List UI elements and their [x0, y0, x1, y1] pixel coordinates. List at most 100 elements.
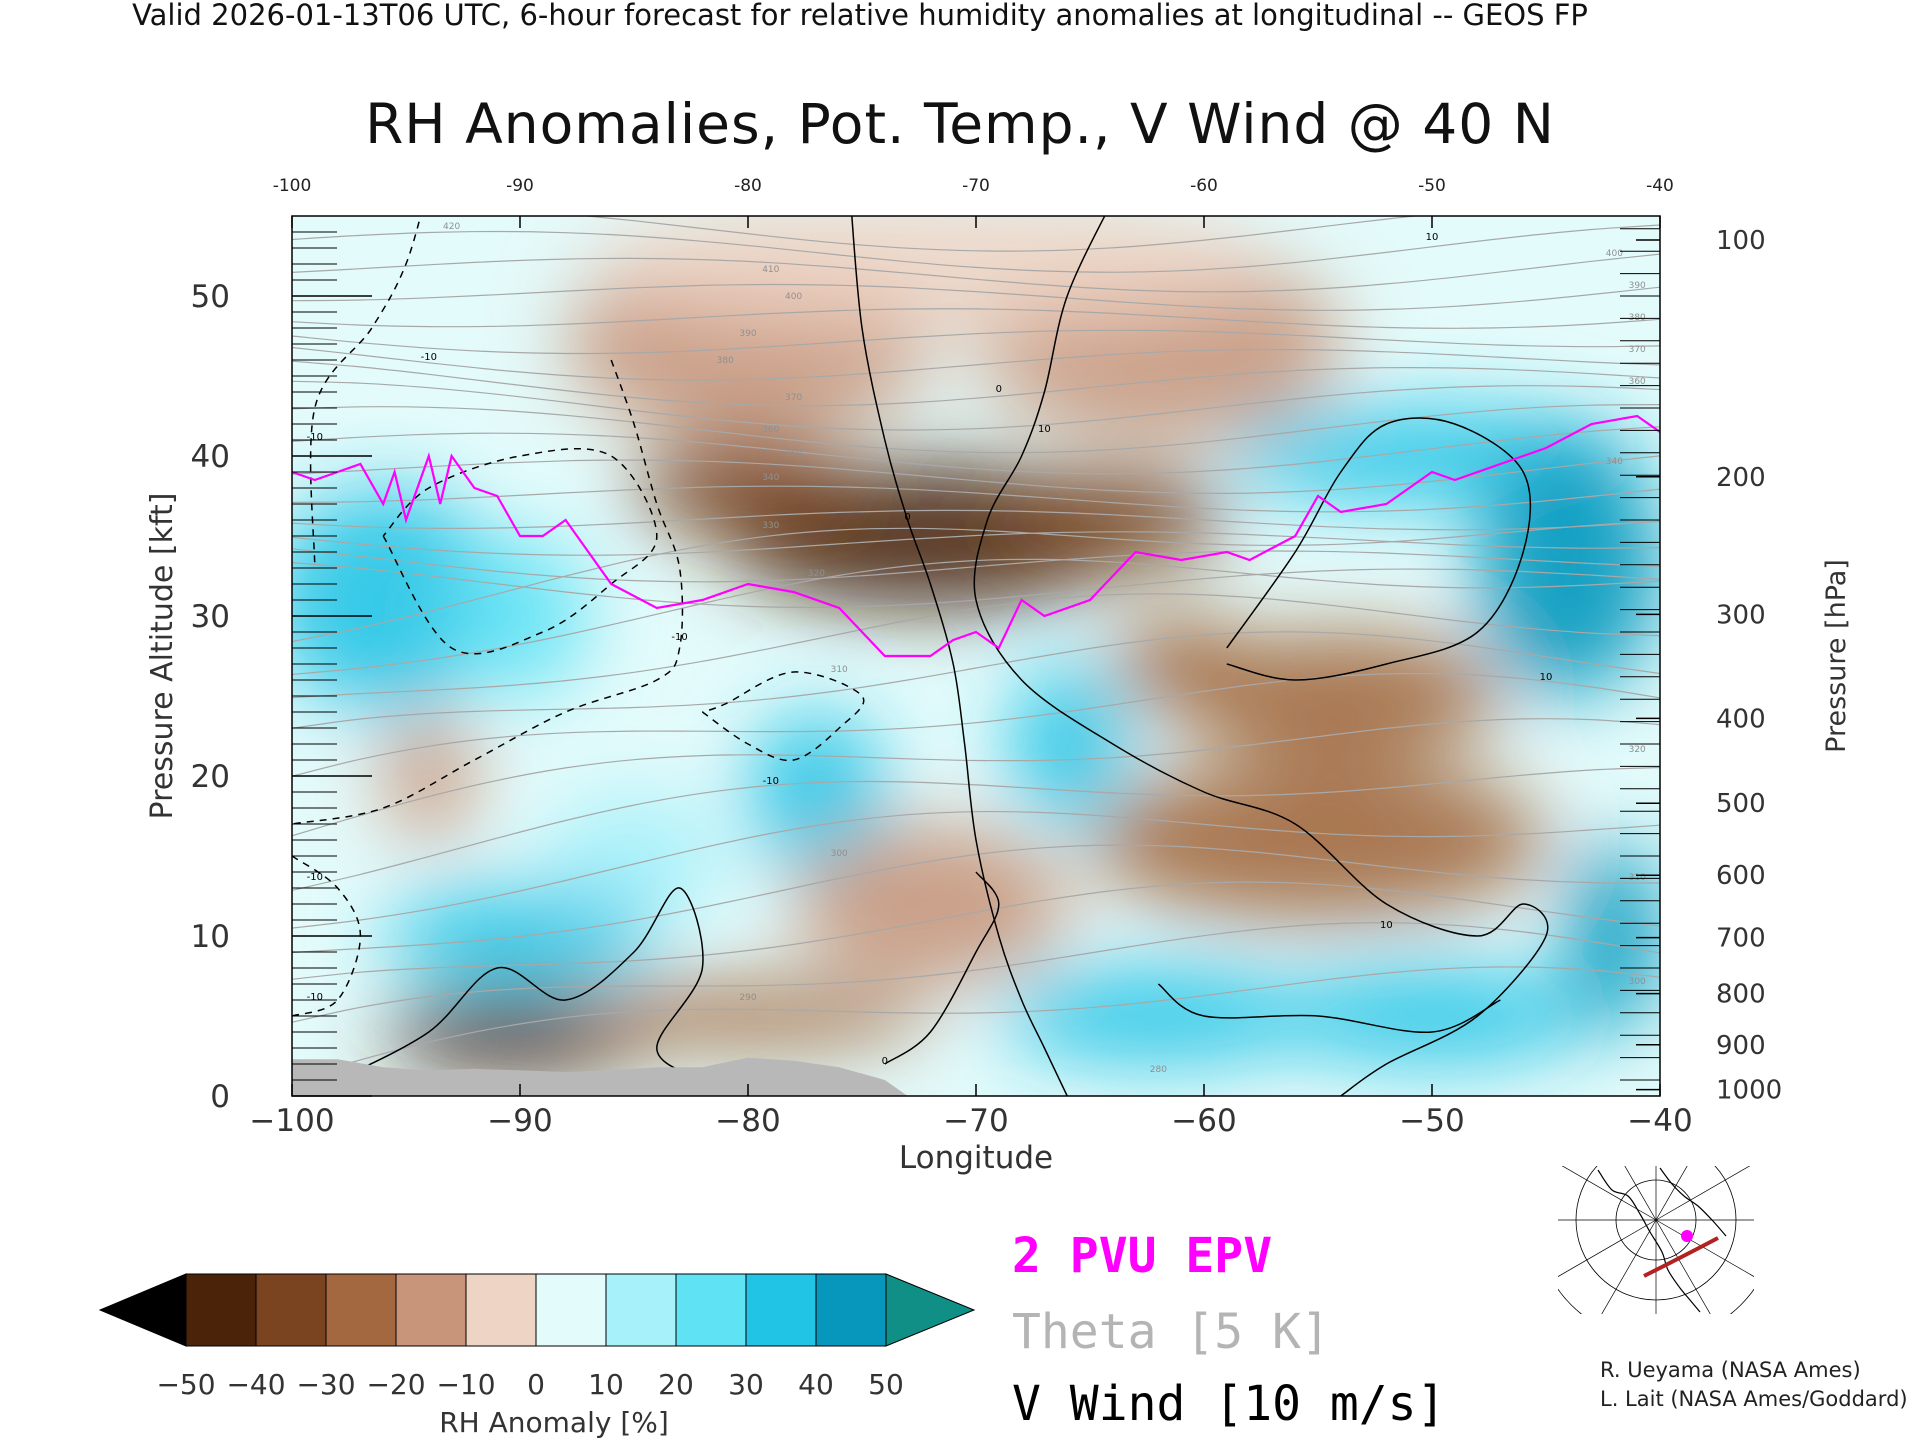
- colorbar: RH Anomaly [%] −50 −40 −30 −20 −10 0 10 20 30 40 5…: [98, 1273, 976, 1439]
- vwind-label: 10: [1038, 424, 1051, 435]
- vwind-label: -10: [421, 352, 437, 363]
- theta-label: 290: [739, 993, 756, 1003]
- x-tick-top: -40: [1646, 176, 1674, 196]
- theta-isentrope: [292, 308, 1660, 329]
- vwind-contour-line: [1157, 983, 1501, 1034]
- vwind-contour-line: [851, 216, 1068, 1096]
- theta-label: 360: [1629, 377, 1646, 387]
- x-tick-top: -60: [1190, 176, 1218, 196]
- colorbar-bin: [395, 1273, 467, 1347]
- vwind-label: 0: [904, 512, 910, 523]
- theta-label: 400: [785, 292, 802, 302]
- map-meridian: [1655, 1166, 1751, 1221]
- inset-locator-map: [1558, 1166, 1754, 1314]
- pressure-tick-label: 100: [1716, 226, 1766, 256]
- colorbar-bin: [325, 1273, 397, 1347]
- map-coastline: [1597, 1169, 1701, 1313]
- pressure-tick-label: 200: [1716, 463, 1766, 493]
- theta-label: 360: [762, 425, 779, 435]
- map-meridian: [1624, 1166, 1657, 1221]
- colorbar-bin: [605, 1273, 677, 1347]
- theta-isentrope: [292, 766, 1660, 891]
- map-meridian: [1601, 1219, 1657, 1314]
- theta-isentrope: [292, 455, 1660, 494]
- theta-label: 370: [1629, 345, 1646, 355]
- theta-isentrope: [292, 881, 1660, 980]
- x-tick-top: -70: [962, 176, 990, 196]
- map-meridian: [1655, 1219, 1711, 1314]
- theta-label: 350: [785, 449, 802, 459]
- theta-label: 280: [1150, 1065, 1167, 1075]
- rh-anomaly-blob: [793, 824, 1068, 984]
- pressure-tick-label: 900: [1716, 1031, 1766, 1061]
- rh-anomaly-blob: [634, 440, 862, 536]
- colorbar-bin: [465, 1273, 537, 1347]
- theta-isentrope: [292, 426, 1660, 475]
- theta-label: 420: [443, 222, 460, 232]
- x-tick-top: -50: [1418, 176, 1446, 196]
- x-tick-label: −100: [249, 1103, 334, 1139]
- colorbar-underflow-arrow: [98, 1273, 187, 1347]
- theta-isentrope: [292, 593, 1660, 699]
- rh-anomaly-blob: [1272, 968, 1592, 1064]
- theta-label: 340: [762, 473, 779, 483]
- rh-anomaly-blob: [292, 488, 498, 712]
- vwind-contour-line: [337, 887, 704, 1081]
- map-location-marker: [1681, 1230, 1693, 1242]
- vwind-label: -10: [307, 872, 323, 883]
- theta-isentrope: [292, 718, 1660, 837]
- axes: Longitude Pressure Altitude [kft] Pressu…: [145, 176, 1852, 1176]
- vwind-label: -10: [671, 632, 687, 643]
- colorbar-tick-label: 0: [527, 1368, 545, 1401]
- inset-map-clip: [1558, 1166, 1754, 1314]
- vwind-label: 10: [1426, 232, 1439, 243]
- x-tick-top: -100: [273, 176, 312, 196]
- pressure-axis-label: Pressure [hPa]: [1821, 559, 1852, 753]
- theta-isentrope: [292, 380, 1660, 431]
- map-meridian: [1561, 1166, 1657, 1221]
- plot-clip-group: 420 410 400 390 380 370 360 350 340 330 320 310 300 2…: [292, 216, 1660, 1096]
- x-tick-label: −90: [487, 1103, 552, 1139]
- y-tick-label: 50: [191, 279, 230, 315]
- colorbar-overflow-arrow: [885, 1273, 976, 1347]
- colorbar-tick-label: −50: [156, 1368, 215, 1401]
- theta-isentrope: [292, 810, 1660, 929]
- colorbar-tick-label: −10: [436, 1368, 495, 1401]
- colorbar-bin: [675, 1273, 747, 1347]
- map-cross-section-track: [1643, 1236, 1719, 1278]
- rh-anomaly-blob: [451, 536, 589, 696]
- theta-label: 380: [717, 356, 734, 366]
- x-tick-label: −70: [943, 1103, 1008, 1139]
- rh-anomaly-field: [292, 216, 1660, 1072]
- theta-isentrope: [292, 520, 1660, 643]
- vwind-label: 0: [996, 384, 1002, 395]
- colorbar-tick-label: −40: [226, 1368, 285, 1401]
- pressure-tick-label: 500: [1716, 789, 1766, 819]
- vwind-contour-line: [884, 871, 1000, 1065]
- vwind-contour-line: [1226, 417, 1532, 681]
- theta-label: 400: [1606, 249, 1623, 259]
- credit-line-1: R. Ueyama (NASA Ames): [1600, 1358, 1861, 1382]
- colorbar-tick-label: 20: [658, 1368, 694, 1401]
- x-tick-label: −50: [1399, 1103, 1464, 1139]
- theta-isentrope: [292, 509, 1660, 531]
- theta-isentrope: [292, 346, 1660, 381]
- legend-vwind: V Wind [10 m/s]: [1012, 1376, 1445, 1432]
- pressure-tick-label: 700: [1716, 924, 1766, 954]
- x-tick-top: -80: [734, 176, 762, 196]
- legend-theta: Theta [5 K]: [1012, 1304, 1330, 1360]
- rh-anomaly-blob: [998, 472, 1227, 568]
- theta-label: 330: [762, 521, 779, 531]
- colorbar-tick-label: 40: [798, 1368, 834, 1401]
- x-tick-label: −80: [715, 1103, 780, 1139]
- x-tick-top: -90: [506, 176, 534, 196]
- y-tick-label: 30: [191, 599, 230, 635]
- colorbar-tick-label: −20: [366, 1368, 425, 1401]
- theta-isentrope: [292, 360, 1660, 407]
- credit-line-2: L. Lait (NASA Ames/Goddard): [1600, 1387, 1908, 1411]
- rh-anomaly-blob: [383, 712, 475, 840]
- x-axis-label: Longitude: [899, 1140, 1053, 1176]
- colorbar-bin: [815, 1273, 887, 1347]
- theta-label: 390: [739, 329, 756, 339]
- theta-isentrope: [292, 485, 1660, 513]
